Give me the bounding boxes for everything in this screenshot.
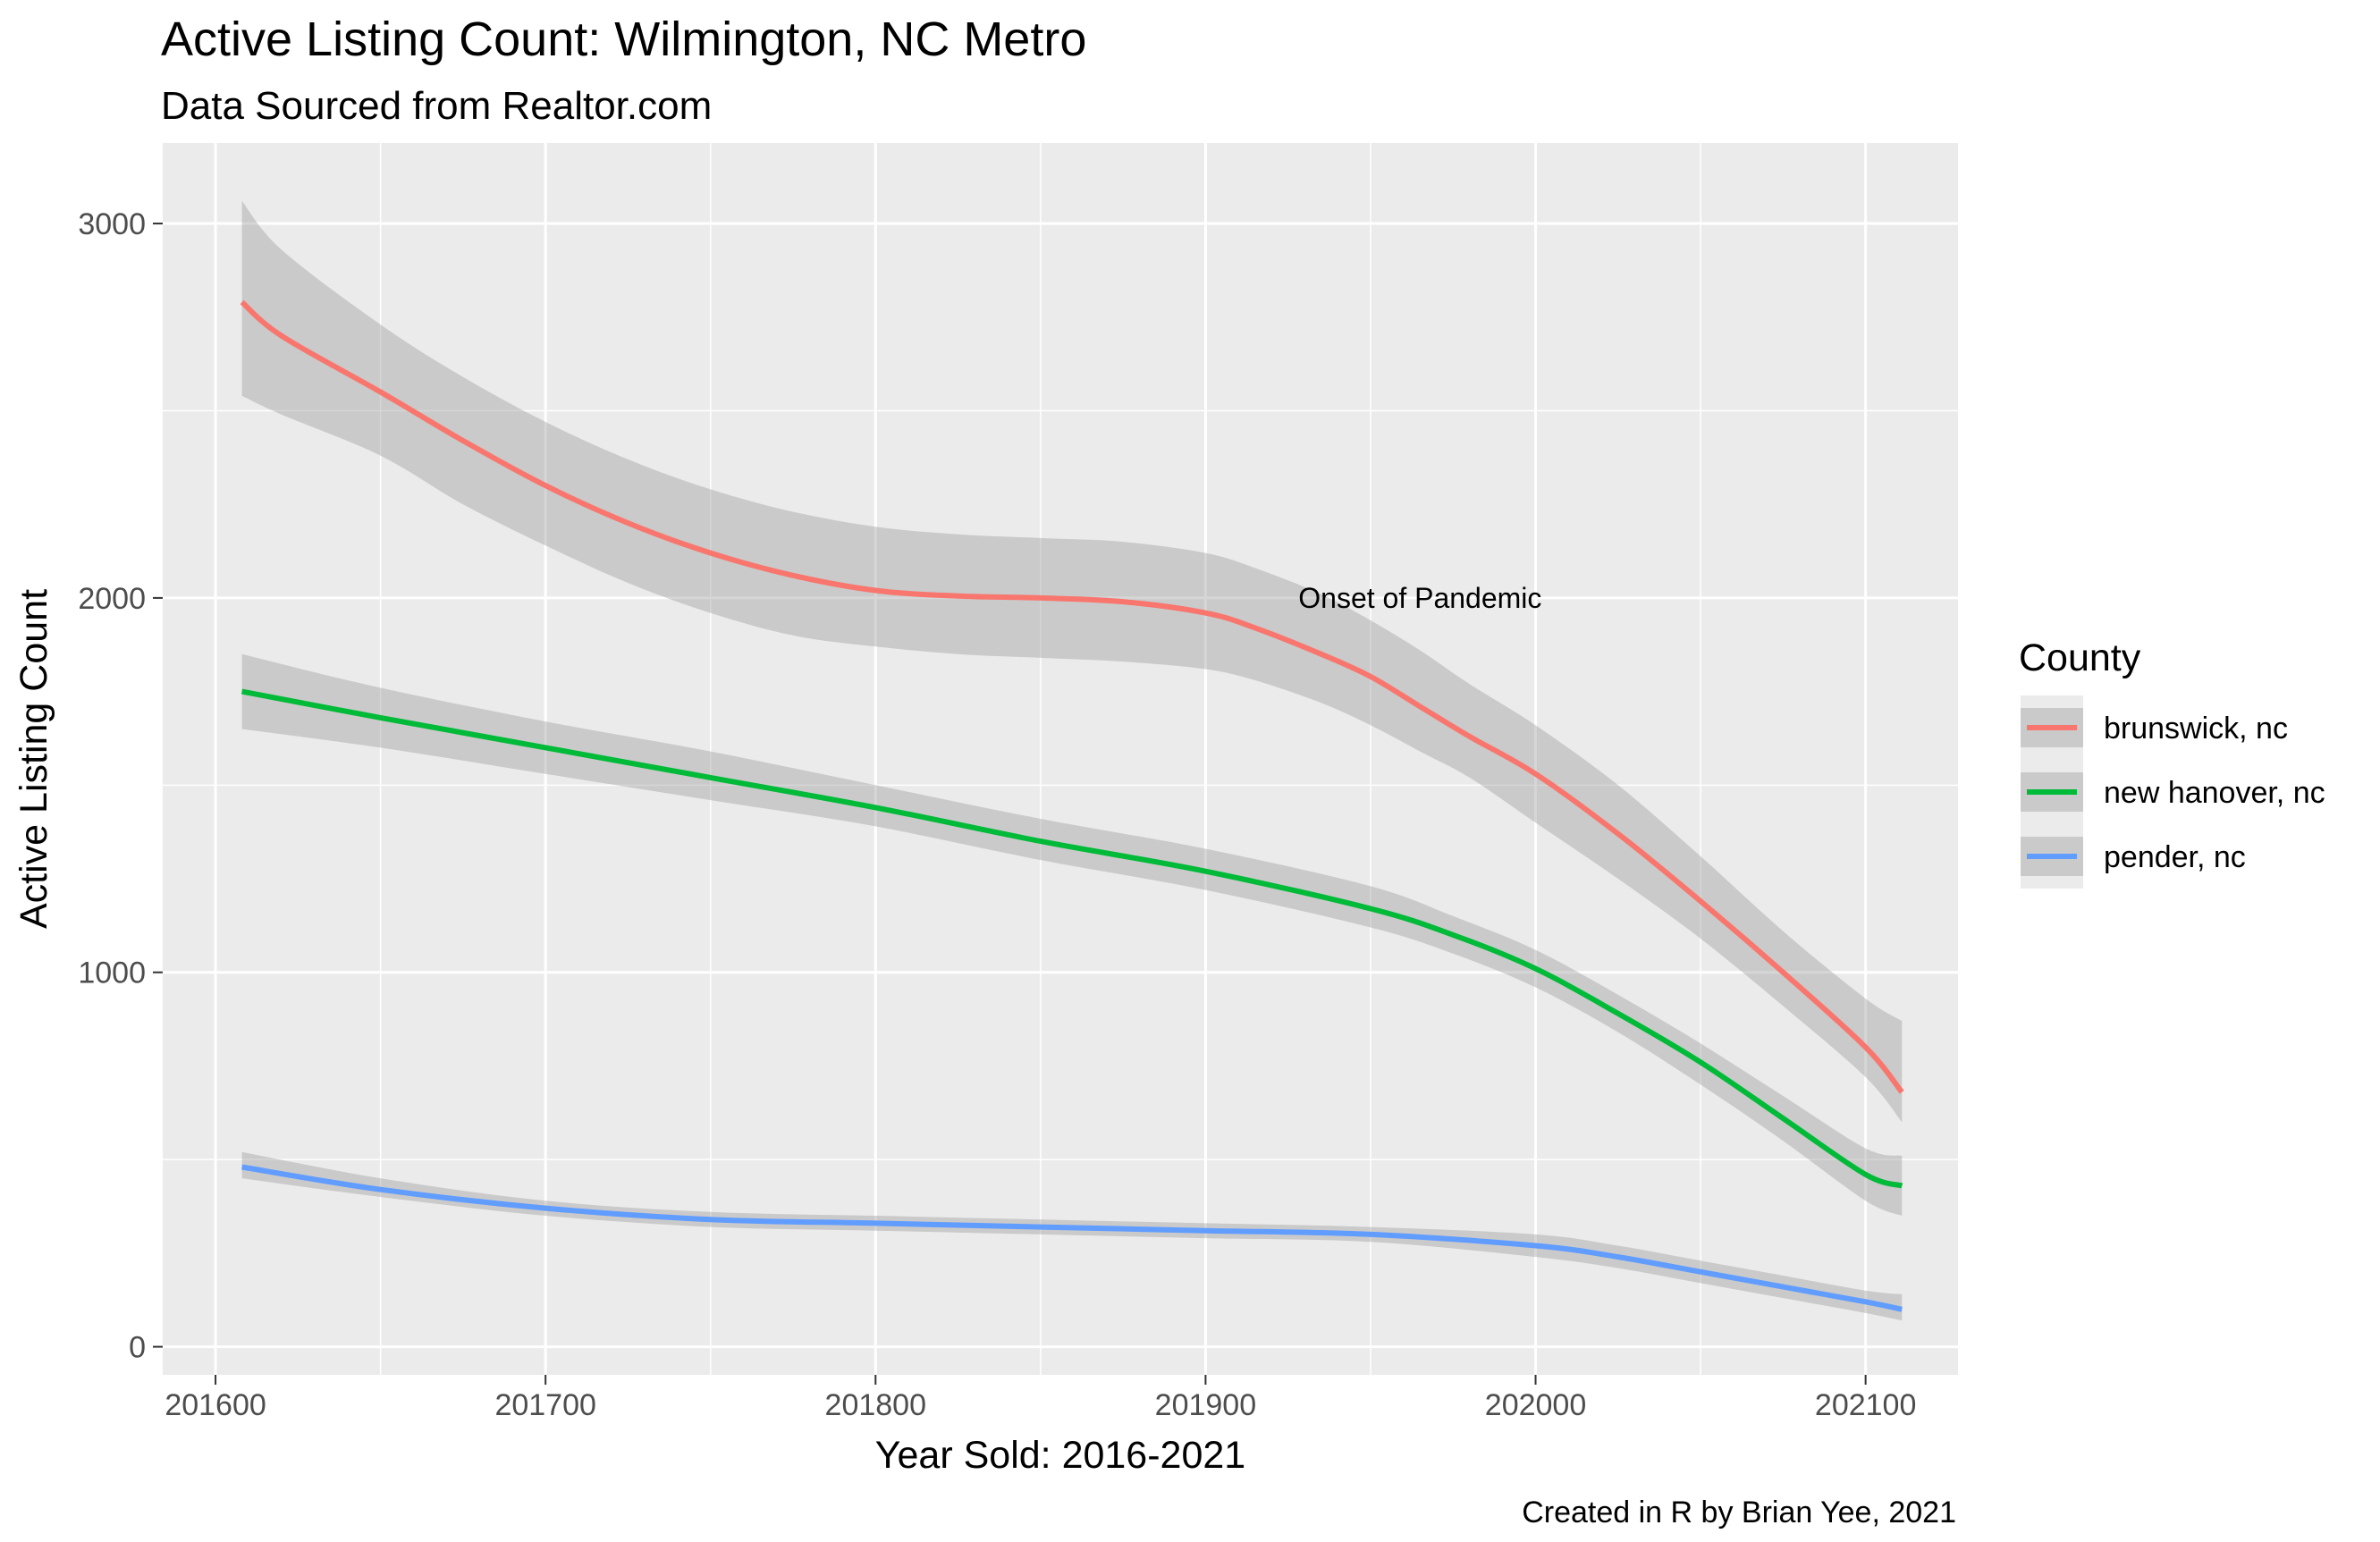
chart-caption: Created in R by Brian Yee, 2021	[1522, 1496, 1956, 1529]
y-tick-label: 1000	[78, 956, 146, 990]
series-line-new-hanover-nc	[241, 688, 1903, 1189]
confidence-ribbons	[241, 200, 1903, 1321]
y-tick-label: 3000	[78, 207, 146, 241]
chart-title: Active Listing Count: Wilmington, NC Met…	[161, 13, 1086, 66]
x-tick-label: 201900	[1155, 1388, 1256, 1422]
chart-subtitle: Data Sourced from Realtor.com	[161, 84, 712, 128]
legend-title: County	[2019, 636, 2141, 679]
y-axis: 0 1000 2000 3000	[78, 207, 163, 1365]
series-lines	[240, 299, 1904, 1312]
series-line-pender-nc	[241, 1164, 1903, 1312]
legend-label-brunswick-nc: brunswick, nc	[2104, 712, 2288, 746]
legend-label-new-hanover-nc: new hanover, nc	[2104, 776, 2325, 810]
legend: County brunswick, nc new hanover, nc pende…	[2019, 636, 2325, 889]
x-tick-label: 201700	[494, 1388, 595, 1422]
x-tick-label: 202000	[1485, 1388, 1586, 1422]
x-axis-title: Year Sold: 2016-2021	[875, 1434, 1245, 1477]
y-tick-label: 0	[129, 1331, 146, 1365]
legend-label-pender-nc: pender, nc	[2104, 840, 2246, 874]
ribbon-new-hanover-nc	[241, 653, 1903, 1216]
annotation-onset-of-pandemic: Onset of Pandemic	[1298, 582, 1541, 614]
x-tick-label: 202100	[1815, 1388, 1916, 1422]
series-line-brunswick-nc	[240, 299, 1904, 1094]
grid-minor	[163, 143, 1958, 1375]
y-tick-label: 2000	[78, 582, 146, 616]
grid-major	[163, 143, 1958, 1375]
y-axis-title: Active Listing Count	[13, 589, 55, 929]
x-tick-label: 201800	[825, 1388, 926, 1422]
x-tick-label: 201600	[165, 1388, 266, 1422]
x-axis: 201600 201700 201800 201900 202000 202100	[165, 1375, 1916, 1422]
plot-panel	[163, 143, 1958, 1375]
